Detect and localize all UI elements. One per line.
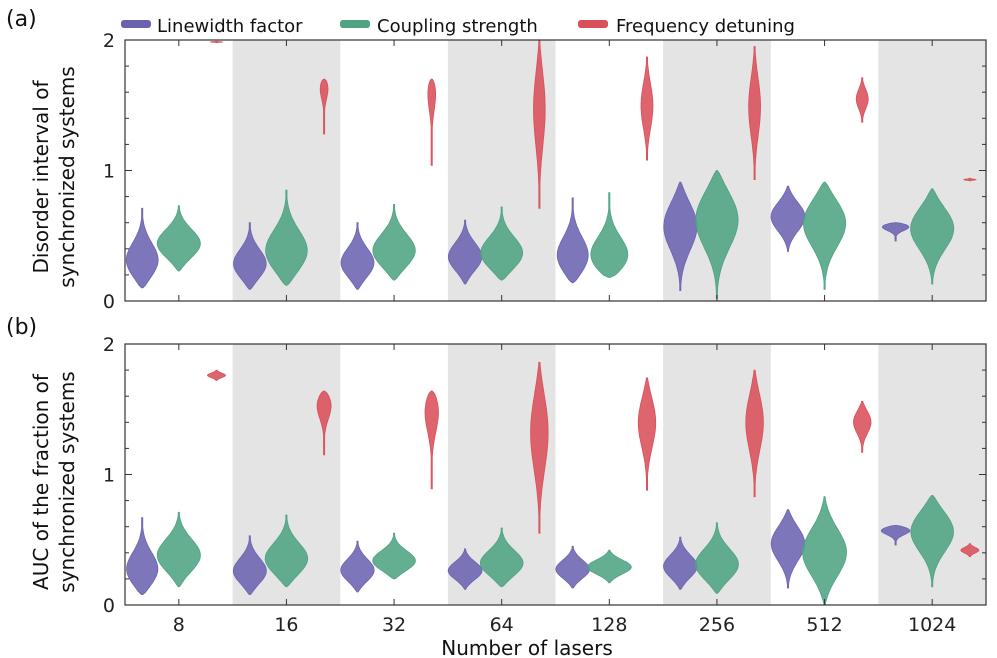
violin-b-s0-g8 [126,517,159,595]
violin-b-s2-g512 [853,401,872,453]
violin-a-s1-g256 [695,170,739,299]
panel-b-violins [126,361,980,606]
violin-a-s0-g1024 [882,222,910,242]
legend-label-detuning: Frequency detuning [616,16,795,37]
violin-a-s0-g512 [770,185,806,252]
violin-a-s0-g256 [663,181,698,291]
violin-a-s2-g8 [210,40,224,43]
panel-a-ticks: 0 1 2 [103,30,986,313]
ytick-label-a-0: 0 [103,291,115,313]
xtick-label-64: 64 [490,614,514,636]
violin-b-s0-g64 [447,548,483,590]
ytick-label-a-1: 1 [103,161,115,183]
violin-b-s0-g512 [770,509,806,589]
legend: Linewidth factor Coupling strength Frequ… [121,16,795,37]
violin-b-s1-g64 [479,527,524,588]
violin-a-s2-g128 [640,56,654,161]
violin-b-s2-g8 [207,369,226,381]
violin-a-s0-g16 [233,222,267,290]
violin-b-s2-g64 [530,361,549,534]
legend-swatch-detuning [578,20,608,28]
violin-b-s2-g128 [637,377,657,491]
violin-b-s2-g1024 [960,543,980,558]
violin-a-s1-g32 [372,204,416,281]
ytick-label-b-2: 2 [103,334,115,356]
violin-a-s0-g32 [340,222,375,290]
xtick-label-512: 512 [806,614,842,636]
violin-b-s1-g1024 [910,495,954,588]
legend-swatch-linewidth [121,20,151,28]
legend-item-coupling: Coupling strength [340,16,538,37]
violin-b-s0-g128 [555,545,591,589]
violin-b-s0-g32 [340,540,375,593]
violin-b-s1-g512 [802,496,847,606]
legend-label-coupling: Coupling strength [377,16,538,37]
legend-label-linewidth: Linewidth factor [157,16,303,37]
violin-b-s2-g32 [424,390,439,490]
panel-a-ylabel-line1: Disorder interval of [29,80,53,274]
violin-b-s2-g16 [316,390,332,456]
violin-a-s2-g32 [427,78,436,166]
violin-a-s1-g128 [590,192,629,278]
violin-b-s0-g1024 [880,525,911,546]
violin-a-s2-g512 [855,77,869,123]
xtick-label-1024: 1024 [908,614,956,636]
legend-item-detuning: Frequency detuning [578,16,795,37]
violin-b-s1-g16 [264,514,309,588]
xtick-label-128: 128 [591,614,627,636]
violin-a-s0-g64 [447,219,483,285]
violin-a-s0-g8 [125,207,159,289]
violin-a-s2-g1024 [963,177,977,182]
panel-a: 0 1 2 (a) Disorder interval of synchronize… [6,7,987,313]
ytick-label-a-2: 2 [103,30,115,52]
violin-b-s1-g256 [695,522,739,594]
ytick-label-b-1: 1 [103,465,115,487]
panel-b-ylabel-line1: AUC of the fraction of [29,373,53,590]
violin-a-s1-g64 [480,206,524,281]
xtick-label-32: 32 [382,614,406,636]
violin-a-s2-g16 [319,78,329,135]
xtick-label-16: 16 [274,614,298,636]
panel-a-label: (a) [6,7,37,32]
violin-b-s1-g8 [156,511,201,588]
panel-a-ylabel-line2: synchronized systems [55,66,79,287]
violin-b-s0-g256 [663,536,698,590]
violin-a-s1-g512 [802,181,847,290]
violin-a-s1-g1024 [910,188,955,285]
violin-a-s2-g256 [748,46,762,180]
violin-b-s0-g16 [232,535,267,595]
violin-b-s1-g32 [372,532,416,580]
legend-item-linewidth: Linewidth factor [121,16,303,37]
ytick-label-b-0: 0 [103,595,115,617]
violin-b-s1-g128 [586,549,632,584]
panel-b-ylabel-line2: synchronized systems [55,371,79,592]
xtick-label-256: 256 [699,614,735,636]
violin-a-s1-g16 [265,189,308,286]
violin-b-s2-g256 [745,369,764,498]
x-axis-label: Number of lasers [441,636,613,658]
panel-a-violins [125,39,977,299]
violin-a-s0-g128 [556,197,589,284]
legend-swatch-coupling [340,20,370,28]
xtick-label-8: 8 [173,614,185,636]
violin-a-s1-g8 [156,205,201,272]
panel-b-label: (b) [6,315,37,340]
